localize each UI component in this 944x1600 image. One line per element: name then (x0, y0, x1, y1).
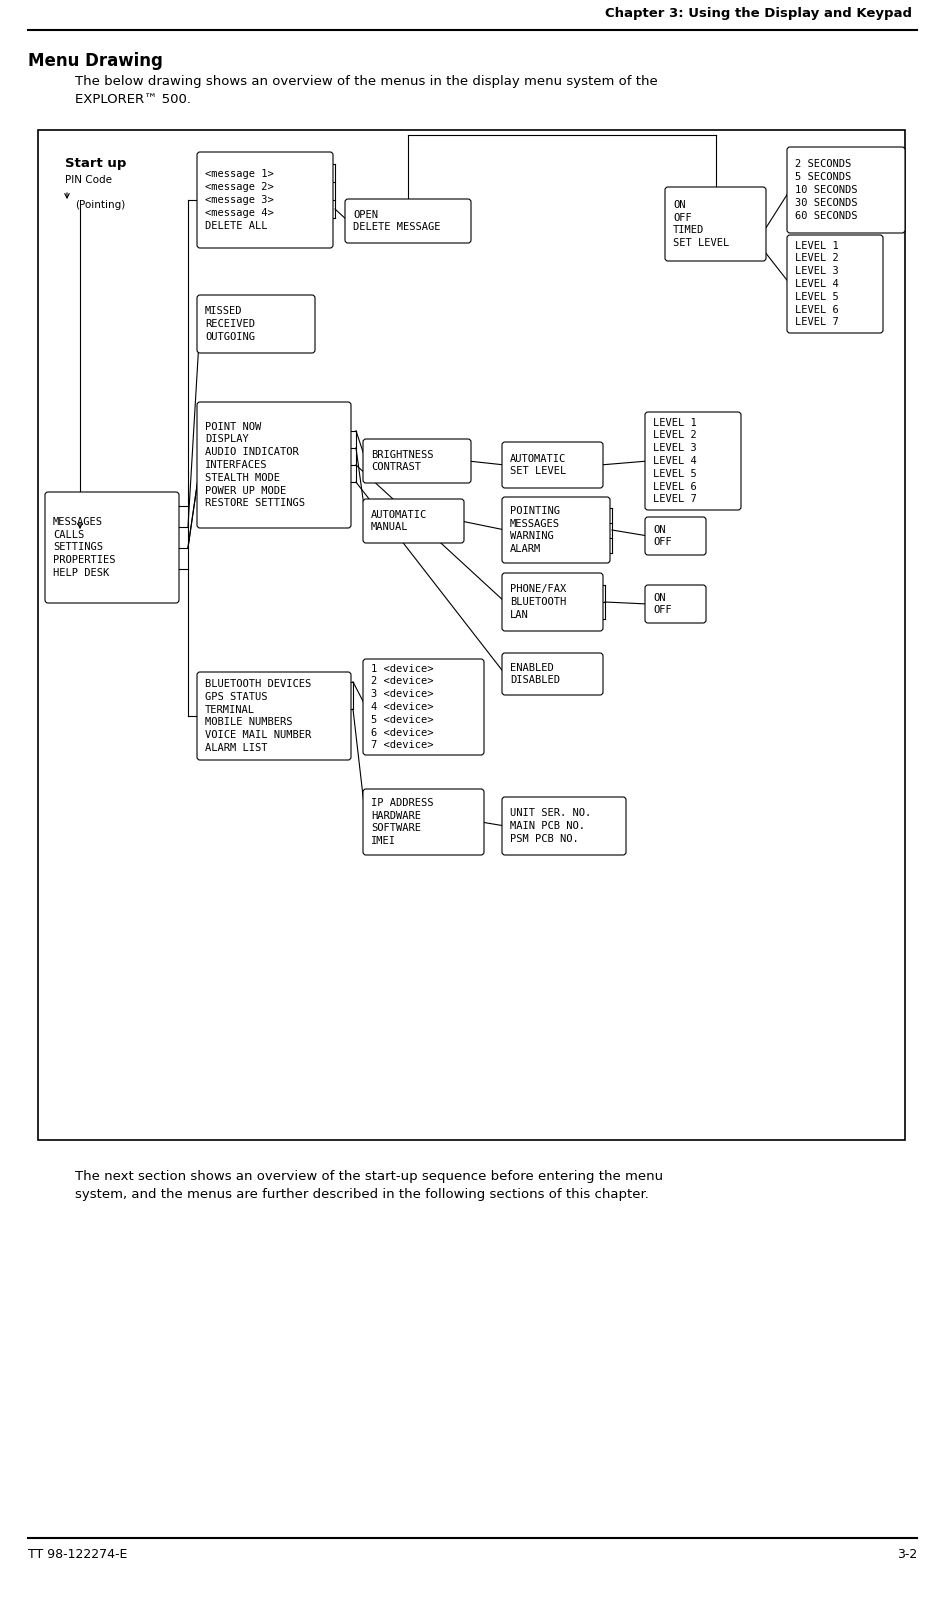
Text: AUTOMATIC
SET LEVEL: AUTOMATIC SET LEVEL (510, 454, 565, 477)
Text: PIN Code: PIN Code (65, 174, 112, 186)
FancyBboxPatch shape (196, 152, 332, 248)
Text: ON
OFF
TIMED
SET LEVEL: ON OFF TIMED SET LEVEL (672, 200, 729, 248)
Text: Start up: Start up (65, 157, 126, 170)
Text: <message 1>
<message 2>
<message 3>
<message 4>
DELETE ALL: <message 1> <message 2> <message 3> <mes… (205, 170, 274, 230)
FancyBboxPatch shape (501, 797, 625, 854)
Text: AUTOMATIC
MANUAL: AUTOMATIC MANUAL (371, 509, 427, 533)
Text: PHONE/FAX
BLUETOOTH
LAN: PHONE/FAX BLUETOOTH LAN (510, 584, 565, 619)
FancyBboxPatch shape (786, 235, 882, 333)
Text: 3-2: 3-2 (896, 1549, 916, 1562)
Text: system, and the menus are further described in the following sections of this ch: system, and the menus are further descri… (75, 1187, 649, 1202)
FancyBboxPatch shape (362, 789, 483, 854)
Text: Chapter 3: Using the Display and Keypad: Chapter 3: Using the Display and Keypad (604, 6, 911, 19)
Text: BLUETOOTH DEVICES
GPS STATUS
TERMINAL
MOBILE NUMBERS
VOICE MAIL NUMBER
ALARM LIS: BLUETOOTH DEVICES GPS STATUS TERMINAL MO… (205, 678, 311, 754)
FancyBboxPatch shape (196, 402, 350, 528)
Text: POINT NOW
DISPLAY
AUDIO INDICATOR
INTERFACES
STEALTH MODE
POWER UP MODE
RESTORE : POINT NOW DISPLAY AUDIO INDICATOR INTERF… (205, 421, 305, 509)
Text: IP ADDRESS
HARDWARE
SOFTWARE
IMEI: IP ADDRESS HARDWARE SOFTWARE IMEI (371, 798, 433, 846)
Text: OPEN
DELETE MESSAGE: OPEN DELETE MESSAGE (353, 210, 440, 232)
Text: MESSAGES
CALLS
SETTINGS
PROPERTIES
HELP DESK: MESSAGES CALLS SETTINGS PROPERTIES HELP … (53, 517, 115, 578)
Text: 1 <device>
2 <device>
3 <device>
4 <device>
5 <device>
6 <device>
7 <device>: 1 <device> 2 <device> 3 <device> 4 <devi… (371, 664, 433, 750)
Text: UNIT SER. NO.
MAIN PCB NO.
PSM PCB NO.: UNIT SER. NO. MAIN PCB NO. PSM PCB NO. (510, 808, 591, 843)
Text: 2 SECONDS
5 SECONDS
10 SECONDS
30 SECONDS
60 SECONDS: 2 SECONDS 5 SECONDS 10 SECONDS 30 SECOND… (794, 160, 856, 221)
Text: (Pointing): (Pointing) (75, 200, 126, 210)
FancyBboxPatch shape (665, 187, 766, 261)
FancyBboxPatch shape (645, 411, 740, 510)
Text: POINTING
MESSAGES
WARNING
ALARM: POINTING MESSAGES WARNING ALARM (510, 506, 560, 554)
FancyBboxPatch shape (362, 438, 470, 483)
FancyBboxPatch shape (645, 586, 705, 622)
FancyBboxPatch shape (38, 130, 904, 1139)
Text: TT 98-122274-E: TT 98-122274-E (28, 1549, 127, 1562)
FancyBboxPatch shape (196, 294, 314, 354)
FancyBboxPatch shape (501, 442, 602, 488)
FancyBboxPatch shape (501, 573, 602, 630)
FancyBboxPatch shape (645, 517, 705, 555)
FancyBboxPatch shape (345, 198, 470, 243)
FancyBboxPatch shape (362, 659, 483, 755)
Text: ON
OFF: ON OFF (652, 592, 671, 616)
Text: Menu Drawing: Menu Drawing (28, 51, 162, 70)
Text: ENABLED
DISABLED: ENABLED DISABLED (510, 662, 560, 685)
Text: LEVEL 1
LEVEL 2
LEVEL 3
LEVEL 4
LEVEL 5
LEVEL 6
LEVEL 7: LEVEL 1 LEVEL 2 LEVEL 3 LEVEL 4 LEVEL 5 … (652, 418, 696, 504)
FancyBboxPatch shape (501, 498, 610, 563)
FancyBboxPatch shape (45, 493, 178, 603)
Text: MISSED
RECEIVED
OUTGOING: MISSED RECEIVED OUTGOING (205, 306, 255, 342)
FancyBboxPatch shape (501, 653, 602, 694)
Text: BRIGHTNESS
CONTRAST: BRIGHTNESS CONTRAST (371, 450, 433, 472)
FancyBboxPatch shape (362, 499, 464, 542)
Text: ON
OFF: ON OFF (652, 525, 671, 547)
FancyBboxPatch shape (786, 147, 904, 234)
Text: The next section shows an overview of the start-up sequence before entering the : The next section shows an overview of th… (75, 1170, 663, 1182)
Text: The below drawing shows an overview of the menus in the display menu system of t: The below drawing shows an overview of t… (75, 75, 657, 88)
Text: LEVEL 1
LEVEL 2
LEVEL 3
LEVEL 4
LEVEL 5
LEVEL 6
LEVEL 7: LEVEL 1 LEVEL 2 LEVEL 3 LEVEL 4 LEVEL 5 … (794, 240, 838, 328)
Text: EXPLORER™ 500.: EXPLORER™ 500. (75, 93, 191, 106)
FancyBboxPatch shape (196, 672, 350, 760)
